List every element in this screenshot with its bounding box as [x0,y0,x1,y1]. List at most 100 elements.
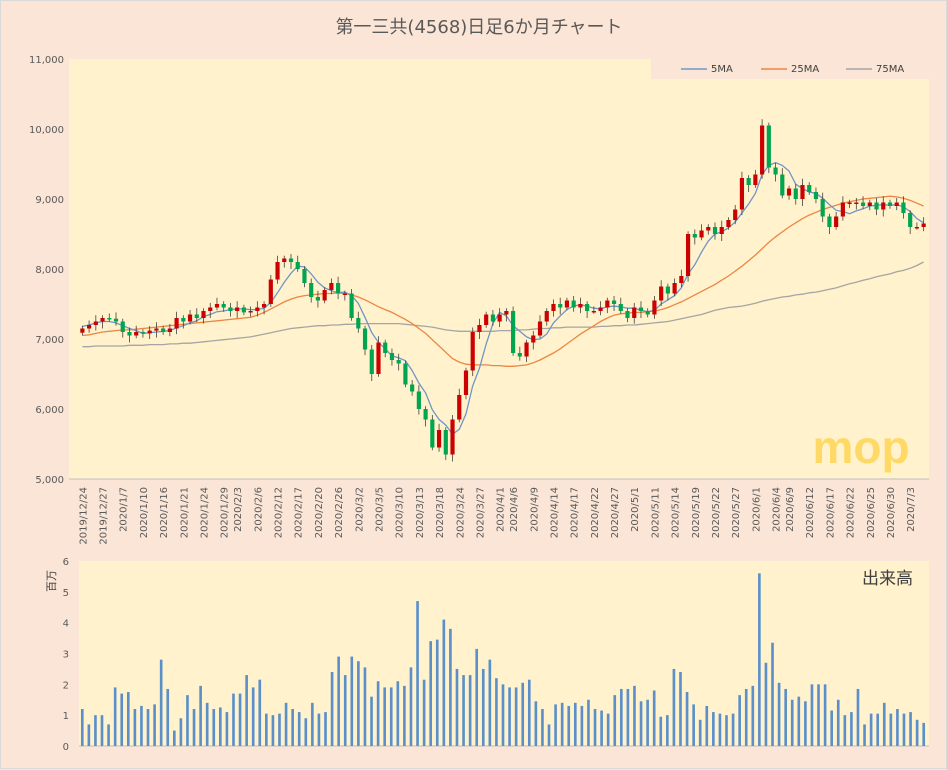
volume-bar [265,713,268,746]
volume-bar [909,712,912,746]
volume-bar [836,699,840,746]
price-x-tick-label: 2020/3/2 [354,487,365,532]
candle-body [113,318,119,322]
price-x-tick-label: 2020/5/27 [731,487,742,538]
volume-bar [173,730,176,746]
volume-bar [646,699,649,746]
price-x-tick-label: 2020/4/1 [496,487,507,532]
volume-bar [291,709,294,746]
volume-bar [80,709,84,746]
candle-body [107,318,112,320]
candle-body [282,258,287,262]
price-x-tick-label: 2020/6/17 [825,487,836,538]
volume-bar [902,713,906,746]
candle-body [659,286,664,301]
candle-body [760,125,765,175]
price-plot-area [69,59,929,479]
candle-body [558,304,563,308]
volume-y-tick-label: 4 [63,619,69,630]
volume-bar [462,675,465,746]
candle-body [470,332,475,371]
price-x-tick-label: 2020/1/7 [119,487,130,532]
volume-bar [153,704,156,746]
volume-bar [389,687,393,746]
candle-body [430,419,435,448]
candle-body [786,188,792,196]
volume-bar [876,713,880,746]
candle-body [288,258,294,262]
volume-bar [626,688,630,746]
price-x-tick-label: 2020/2/6 [253,487,264,532]
volume-y-tick-label: 3 [63,650,69,661]
volume-bar [100,715,104,746]
price-x-tick-label: 2020/4/22 [590,487,601,538]
candle-body [120,321,125,332]
candle-body [309,283,314,297]
volume-bar [606,713,610,746]
volume-bar [179,718,183,746]
candle-body [719,227,724,234]
volume-bar [140,705,143,746]
candle-body [908,213,913,227]
candle-body [611,300,617,304]
candle-body [457,395,462,420]
price-x-tick-label: 2020/6/9 [785,487,796,532]
candle-body [840,202,845,217]
candle-body [847,202,852,204]
candle-body [349,293,354,318]
volume-bar [856,688,860,746]
volume-bar [350,656,354,746]
candle-body [369,349,374,374]
volume-bar [541,709,544,746]
price-x-tick-label: 2020/2/17 [294,487,305,538]
candle-body [551,304,556,311]
price-x-tick-label: 2020/4/9 [529,487,540,532]
volume-bar [514,687,518,746]
volume-bar [258,679,262,746]
volume-bar [87,724,91,746]
legend-label-ma25: 25MA [791,64,819,75]
volume-bar [712,712,715,746]
volume-bar [126,692,130,746]
candle-body [497,314,502,322]
price-x-tick-label: 2020/1/16 [159,487,170,538]
volume-bar [403,685,406,746]
price-axis: 5,000 6,000 7,000 8,000 9,000 10,000 11,000 [29,55,929,486]
volume-bar [94,715,97,746]
candle-body [807,185,812,192]
price-x-tick-label: 2020/3/5 [374,487,385,532]
candle-body [463,370,469,395]
volume-bar [547,724,551,746]
price-x-tick-label: 2020/2/20 [314,487,325,538]
price-x-tick-label: 2020/6/4 [772,487,783,532]
volume-bar [784,688,787,746]
price-x-tick-label: 2020/6/1 [751,487,762,532]
volume-bar [777,682,781,746]
candle-body [874,202,879,210]
price-x-tick-label: 2020/2/3 [233,487,244,532]
candle-body [632,307,637,318]
price-x-tick-label: 2020/2/12 [274,487,285,538]
price-x-tick-label: 2020/5/1 [630,487,641,532]
candle-body [780,174,785,196]
volume-y-tick-label: 0 [63,742,69,753]
volume-unit-label: 百万 [45,570,58,592]
volume-bar [744,688,748,746]
candle-body [268,279,273,304]
price-x-tick-label: 2020/7/3 [906,487,917,532]
candle-body [450,419,455,455]
volume-bar [113,687,117,746]
candle-body [914,227,919,229]
volume-bar [521,682,525,746]
candle-body [134,332,139,336]
candle-body [322,290,327,301]
volume-bar [422,679,426,746]
candle-body [261,304,267,308]
legend-label-ma75: 75MA [876,64,904,75]
price-x-tick-label: 2020/3/24 [455,487,466,538]
candle-body [652,300,657,315]
candle-body [443,430,448,455]
volume-bar [317,713,321,746]
volume-bar [508,687,511,746]
